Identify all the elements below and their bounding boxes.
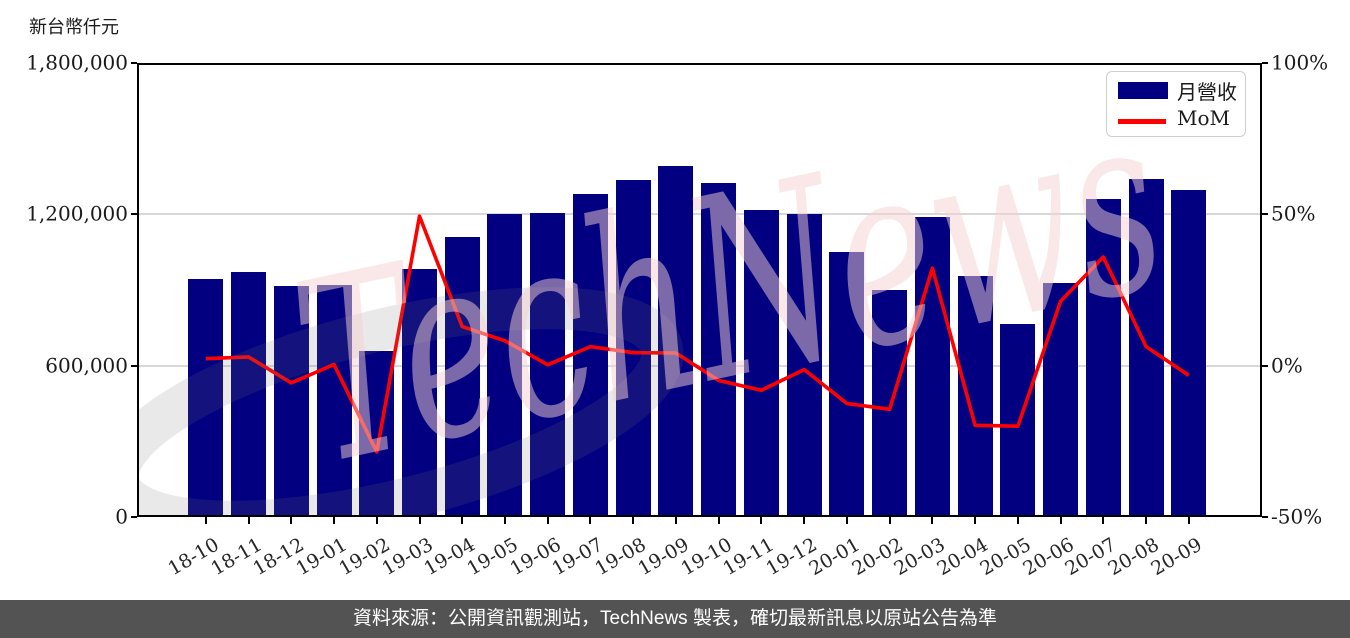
revenue-bar-19-12 xyxy=(786,214,822,517)
revenue-bar-19-03 xyxy=(402,269,437,517)
revenue-bar-19-07 xyxy=(572,193,608,517)
right-ytick-label: 100% xyxy=(1271,50,1329,75)
plot-area: 月營收 MoM TechNews xyxy=(137,63,1262,517)
xtick xyxy=(803,517,806,524)
y-axis-unit-label: 新台幣仟元 xyxy=(29,17,119,38)
right-ytick xyxy=(1262,364,1268,367)
xtick xyxy=(1059,517,1062,524)
left-ytick-label: 1,800,000 xyxy=(26,50,128,75)
xtick xyxy=(632,517,635,524)
xtick xyxy=(1016,517,1019,524)
xtick xyxy=(418,517,421,524)
legend-revenue-label: 月營收 xyxy=(1177,80,1237,104)
left-ytick xyxy=(131,516,137,518)
xtick xyxy=(461,517,464,524)
xtick xyxy=(760,517,763,524)
right-ytick-label: 50% xyxy=(1271,201,1316,226)
xtick xyxy=(1187,517,1190,524)
revenue-bar-20-04 xyxy=(957,275,993,517)
legend: 月營收 MoM xyxy=(1106,71,1246,137)
left-ytick-label: 0 xyxy=(115,504,128,529)
revenue-bar-19-01 xyxy=(316,284,352,517)
xtick xyxy=(717,517,720,524)
xtick xyxy=(1102,517,1105,524)
revenue-bar-19-09 xyxy=(658,165,694,517)
right-ytick xyxy=(1262,516,1268,518)
legend-item-revenue: 月營收 xyxy=(1107,75,1245,105)
left-ytick xyxy=(131,62,137,64)
xtick xyxy=(931,517,934,524)
mom-line-swatch xyxy=(1118,119,1166,124)
revenue-bar-19-05 xyxy=(487,214,523,517)
source-footer: 資料來源：公開資訊觀測站，TechNews 製表，確切最新訊息以原站公告為準 xyxy=(0,600,1350,638)
revenue-bar-18-10 xyxy=(188,278,224,517)
right-ytick xyxy=(1262,62,1268,64)
revenue-bar-18-12 xyxy=(273,285,309,517)
xtick xyxy=(375,517,378,524)
revenue-bar-19-08 xyxy=(615,180,651,517)
gridline xyxy=(137,364,1262,367)
mom-line xyxy=(205,214,1190,454)
revenue-bar-20-09 xyxy=(1171,189,1207,517)
right-ytick-label: 0% xyxy=(1271,353,1303,378)
left-ytick-label: 1,200,000 xyxy=(26,201,128,226)
revenue-bar-20-07 xyxy=(1085,198,1121,517)
revenue-bar-19-04 xyxy=(444,237,480,517)
xtick xyxy=(674,517,677,524)
gridline xyxy=(137,213,1262,216)
legend-mom-label: MoM xyxy=(1177,106,1230,130)
legend-item-mom: MoM xyxy=(1107,105,1245,135)
left-ytick xyxy=(131,364,137,367)
revenue-bar-19-11 xyxy=(743,210,779,517)
revenue-bar-20-01 xyxy=(829,251,865,517)
xtick xyxy=(589,517,592,524)
revenue-bars xyxy=(137,63,1262,517)
revenue-bar-18-11 xyxy=(231,272,267,517)
revenue-swatch xyxy=(1118,82,1168,99)
right-ytick xyxy=(1262,213,1268,216)
left-ytick-label: 600,000 xyxy=(45,353,128,378)
xtick xyxy=(1145,517,1148,524)
xtick xyxy=(546,517,549,524)
xtick xyxy=(974,517,977,524)
xtick xyxy=(247,517,250,524)
xtick xyxy=(333,517,336,524)
xtick xyxy=(503,517,506,524)
left-ytick xyxy=(131,213,137,216)
revenue-bar-19-10 xyxy=(701,183,737,517)
xtick xyxy=(290,517,293,524)
xtick xyxy=(888,517,891,524)
revenue-bar-20-06 xyxy=(1043,282,1079,517)
right-ytick-label: -50% xyxy=(1271,504,1323,529)
revenue-bar-20-05 xyxy=(1000,324,1036,517)
xtick xyxy=(845,517,848,524)
xtick xyxy=(204,517,207,524)
